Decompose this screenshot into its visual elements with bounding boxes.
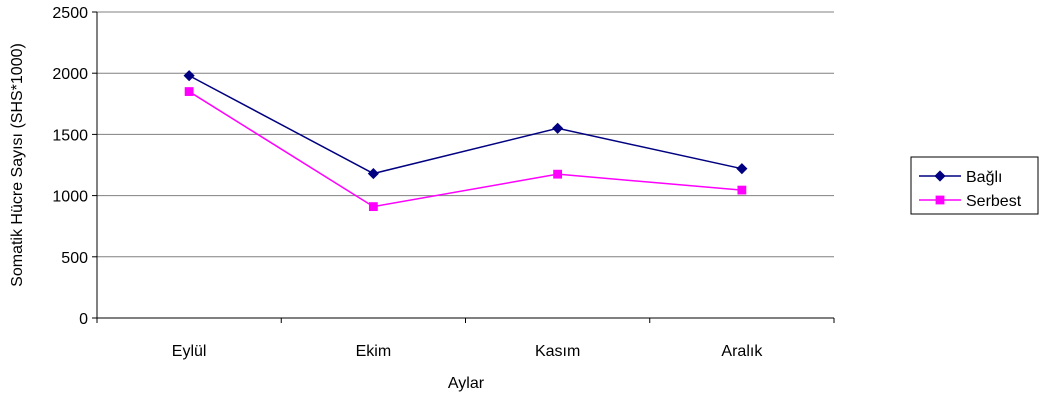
y-tick-label: 1500 bbox=[52, 127, 88, 144]
x-tick-label: Kasım bbox=[535, 343, 580, 360]
x-axis-title: Aylar bbox=[448, 375, 485, 392]
gridlines bbox=[97, 11, 834, 258]
series-layer bbox=[183, 70, 748, 212]
data-point bbox=[368, 202, 378, 212]
data-point bbox=[184, 87, 194, 96]
y-tick-label: 2500 bbox=[52, 5, 88, 22]
data-point bbox=[736, 163, 748, 175]
legend-marker-0 bbox=[934, 170, 946, 182]
y-tick-label: 1000 bbox=[52, 189, 88, 206]
series-0 bbox=[183, 70, 748, 180]
x-tick-label: Eylül bbox=[172, 343, 207, 360]
x-tick-label: Aralık bbox=[721, 343, 763, 360]
data-point bbox=[737, 185, 747, 195]
data-point bbox=[552, 122, 564, 134]
axes: 0 500 1000 1500 2000 2500 Eylül Ekim Kasım Aralık bbox=[52, 5, 835, 360]
x-tick-label: Ekim bbox=[356, 343, 392, 360]
legend: Bağlı Serbest bbox=[910, 156, 1039, 215]
y-tick-label: 2000 bbox=[52, 66, 88, 83]
legend-marker-1 bbox=[935, 195, 945, 205]
y-tick-label: 0 bbox=[79, 311, 88, 328]
legend-box bbox=[910, 156, 1039, 215]
series-line-1 bbox=[188, 90, 742, 208]
data-point bbox=[367, 168, 379, 180]
series-line-0 bbox=[188, 74, 743, 175]
legend-label-1: Serbest bbox=[966, 193, 1022, 210]
series-1 bbox=[184, 87, 747, 212]
y-tick-label: 500 bbox=[61, 250, 88, 267]
y-axis-title: Somatik Hücre Sayısı (SHS*1000) bbox=[9, 43, 26, 287]
data-point bbox=[553, 169, 563, 179]
data-point bbox=[183, 70, 195, 82]
legend-label-0: Bağlı bbox=[966, 169, 1002, 186]
